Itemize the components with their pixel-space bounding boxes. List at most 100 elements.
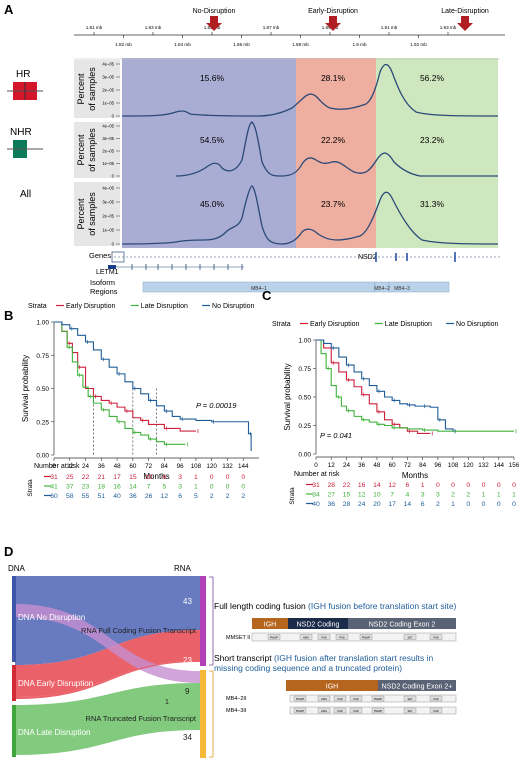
density-ytick-label: 3e–05 — [102, 75, 114, 80]
km-risk-value: 21 — [98, 474, 106, 481]
km-risk-value: 0 — [482, 501, 486, 508]
domain-label: PHD — [337, 697, 343, 701]
km-risk-value: 16 — [113, 484, 121, 491]
density-pct-label: 15.6% — [200, 73, 225, 83]
km-xtick-label: 96 — [177, 463, 185, 470]
km-risk-value: 12 — [358, 492, 366, 499]
sankey-node-rna-full: RNA Full Coding Fusion Transcript — [81, 626, 197, 635]
row-label-all: All — [20, 189, 31, 200]
km-ytick-label: 0.50 — [36, 386, 49, 393]
km-curve-early-disruption — [316, 339, 431, 435]
km-xtick-label: 144 — [238, 463, 249, 470]
domain-label: PWWP — [374, 697, 383, 701]
density-pct-label: 31.3% — [420, 199, 445, 209]
km-risk-value: 28 — [327, 482, 335, 489]
km-xtick-label: 12 — [66, 463, 74, 470]
domain-label: PHD — [353, 697, 359, 701]
km-xlabel: Months — [143, 472, 169, 481]
km-xtick-label: 120 — [206, 463, 217, 470]
node-rna-truncated — [200, 670, 206, 758]
km-risk-value: 2 — [226, 493, 230, 500]
short-fusion-title: Short transcript (IGH fusion after trans… — [214, 653, 433, 663]
km-legend-title: Strata — [272, 321, 291, 328]
flow-count-34: 34 — [183, 733, 192, 742]
density-ytick-label: 4e–05 — [102, 186, 114, 191]
km-risk-value: 6 — [405, 482, 409, 489]
isoform-mb4-3 — [388, 281, 450, 293]
domain-box — [293, 707, 307, 714]
domain-label: PHD — [353, 709, 359, 713]
protein-bar-mmset — [251, 632, 457, 642]
km-risk-value: 36 — [327, 501, 335, 508]
domain-label: SET — [407, 636, 412, 640]
panel-c-label: C — [262, 288, 272, 303]
km-risk-value: 0 — [241, 474, 245, 481]
km-risk-value: 1 — [194, 474, 198, 481]
km-legend-entry: No Disruption — [212, 303, 255, 310]
flow-late-to-truncated — [15, 683, 200, 755]
genome-tick-label: 1.9 mb — [352, 42, 366, 47]
panel-a-label: A — [4, 2, 14, 17]
km-xtick-label: 12 — [328, 462, 336, 469]
label-nsd2-coding: NSD2 Coding — [297, 622, 340, 629]
km-xtick-label: 156 — [509, 462, 520, 469]
marker-early-disruption: Early-Disruption — [308, 8, 358, 15]
domain-box — [293, 695, 307, 702]
km-chart-c: Strata Early Disruption Late Disruption No … — [272, 321, 520, 508]
label-mmset: MMSET II — [226, 635, 251, 641]
domain-label: PWWP — [296, 709, 305, 713]
domain-label: PWWP — [270, 636, 279, 640]
marker-no-disruption: No-Disruption — [193, 8, 236, 15]
km-xtick-label: 84 — [419, 462, 427, 469]
km-risk-value: 0 — [497, 482, 501, 489]
km-ytick-label: 0.75 — [298, 366, 311, 373]
km-curve-no-disruption — [316, 339, 454, 432]
km-xtick-label: 84 — [161, 463, 169, 470]
density-ytick-label: 2e–05 — [102, 149, 114, 154]
km-ytick-label: 0.25 — [298, 423, 311, 430]
density-ytick-label: 0 — [112, 114, 115, 119]
km-risk-value: 14 — [129, 484, 137, 491]
km-risk-value: 0 — [466, 482, 470, 489]
domain-box — [333, 695, 347, 702]
km-risk-value: 2 — [241, 493, 245, 500]
isoform-label-2: Regions — [90, 287, 118, 296]
km-risk-value: 31 — [312, 482, 320, 489]
domain-box — [317, 707, 331, 714]
domain-label: PHD — [337, 709, 343, 713]
domain-box — [403, 707, 417, 714]
sankey-node-rna-truncated: RNA Truncated Fusion Transcript — [86, 714, 197, 723]
domain-box — [403, 695, 417, 702]
km-risk-value: 7 — [390, 492, 394, 499]
km-legend-entry: No Disruption — [456, 321, 499, 328]
km-ytick-label: 0.00 — [298, 452, 311, 459]
sankey-node-dna-late: DNA Late Disruption — [18, 728, 90, 737]
density-yticks: 4e–05 3e–05 2e–05 1e–05 0 4e–05 3e–05 2e–05 1e–0… — [102, 62, 120, 247]
label-nsd2-exon2plus: NSD2 Coding Exon 2+ — [382, 684, 453, 691]
domain-box — [267, 634, 281, 640]
density-percentages: 15.6% 28.1% 56.2% 54.5% 22.2% 23.2% 45.0% 23.7%… — [200, 73, 445, 209]
km-risk-value: 22 — [343, 482, 351, 489]
domain-box — [349, 695, 363, 702]
node-rna-full — [200, 576, 206, 666]
km-risk-value: 51 — [98, 493, 106, 500]
km-ytick-label: 0.25 — [36, 419, 49, 426]
km-risk-value: 36 — [129, 493, 137, 500]
domain-box — [359, 634, 373, 640]
km-risk-value: 0 — [497, 501, 501, 508]
panel-d-label: D — [4, 544, 13, 559]
km-xtick-label: 48 — [114, 463, 122, 470]
km-risk-value: 0 — [226, 474, 230, 481]
density-curve-nhr — [175, 121, 498, 177]
km-xlabel: Months — [402, 471, 428, 480]
km-risk-value: 15 — [343, 492, 351, 499]
isoform-label-1: Isoform — [90, 278, 115, 287]
km-legend-title: Strata — [28, 303, 47, 310]
density-ytick-label: 4e–05 — [102, 124, 114, 129]
bracket-truncated — [209, 670, 214, 758]
km-risk-value: 0 — [512, 501, 516, 508]
km-risk-title: Number at risk — [294, 471, 340, 478]
letm1-block — [108, 265, 116, 269]
genome-ticks: 1.81 mb1.83 mb1.85 mb1.87 mb1.89 mb1.91 … — [86, 25, 457, 47]
km-risk-value: 41 — [50, 484, 58, 491]
